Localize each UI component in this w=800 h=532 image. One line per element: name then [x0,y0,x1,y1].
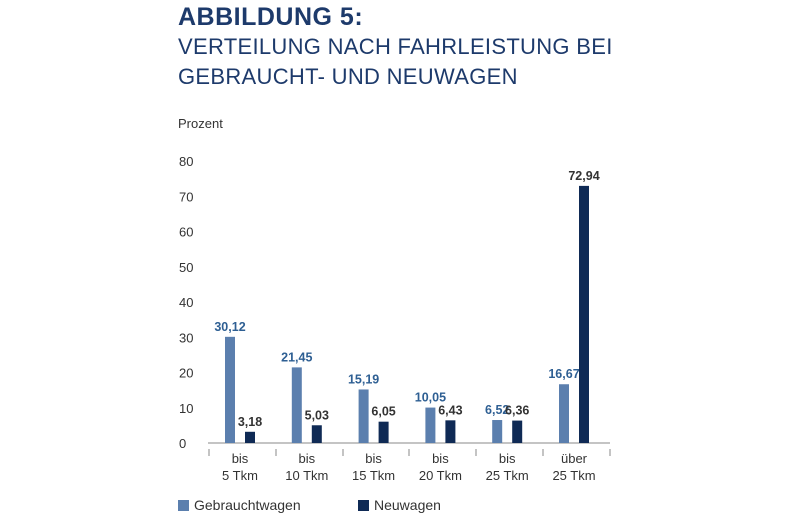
bar-neuwagen [311,425,322,443]
x-category-label: bis [232,451,249,466]
bar-neuwagen [245,431,255,443]
x-category-label: 15 Tkm [352,468,395,483]
y-tick-label: 30 [179,330,193,345]
x-category-label: 10 Tkm [285,468,328,483]
bar-gebrauchtwagen [291,367,302,443]
bar-gebrauchtwagen [492,420,503,443]
x-category-label: über [561,451,588,466]
chart-title-line-1: VERTEILUNG NACH FAHRLEISTUNG BEI [178,34,613,59]
legend-item-gebrauchtwagen: Gebrauchtwagen [178,497,301,513]
x-category-label: bis [365,451,382,466]
x-category-label: 5 Tkm [222,468,258,483]
legend-swatch-gebrauchtwagen [178,499,189,511]
legend-label-neuwagen: Neuwagen [374,497,441,513]
chart-title-line-2: GEBRAUCHT- UND NEUWAGEN [178,64,518,89]
y-axis-label: Prozent [178,116,223,131]
data-label-gebrauchtwagen: 30,12 [214,320,245,334]
data-label-neuwagen: 6,43 [438,403,462,417]
y-tick-label: 70 [179,189,193,204]
data-label-gebrauchtwagen: 6,52 [485,403,509,417]
data-label-gebrauchtwagen: 10,05 [415,391,446,405]
bar-gebrauchtwagen [559,384,569,443]
data-label-neuwagen: 6,05 [371,405,395,419]
data-label-gebrauchtwagen: 15,19 [348,372,379,386]
y-tick-label: 60 [179,225,193,240]
data-label-gebrauchtwagen: 16,67 [548,367,579,381]
bar-gebrauchtwagen [225,336,235,443]
data-label-neuwagen: 5,03 [305,408,329,422]
data-label-neuwagen: 6,36 [505,404,529,418]
data-label-neuwagen: 3,18 [238,415,262,429]
y-tick-label: 20 [179,366,193,381]
legend-swatch-neuwagen [358,499,369,511]
y-tick-label: 50 [179,260,193,275]
y-tick-label: 40 [179,295,193,310]
x-category-label: bis [298,451,315,466]
x-category-label: 25 Tkm [486,468,529,483]
figure-label: ABBILDUNG 5: [178,3,364,31]
x-category-label: bis [432,451,449,466]
x-category-label: bis [499,451,516,466]
bar-neuwagen [445,420,456,443]
y-tick-label: 10 [179,401,193,416]
bar-neuwagen [378,421,389,443]
data-label-neuwagen: 72,94 [568,169,599,183]
bar-neuwagen [512,420,523,443]
bar-neuwagen [579,185,589,443]
x-category-label: 25 Tkm [552,468,595,483]
x-category-label: 20 Tkm [419,468,462,483]
bar-gebrauchtwagen [425,407,436,443]
bar-gebrauchtwagen [358,389,369,443]
data-label-gebrauchtwagen: 21,45 [281,350,312,364]
legend-label-gebrauchtwagen: Gebrauchtwagen [194,497,301,513]
chart-heading: ABBILDUNG 5: VERTEILUNG NACH FAHRLEISTUN… [178,2,613,92]
y-tick-label: 80 [179,154,193,169]
y-tick-label: 0 [179,436,186,451]
legend-item-neuwagen: Neuwagen [358,497,441,513]
